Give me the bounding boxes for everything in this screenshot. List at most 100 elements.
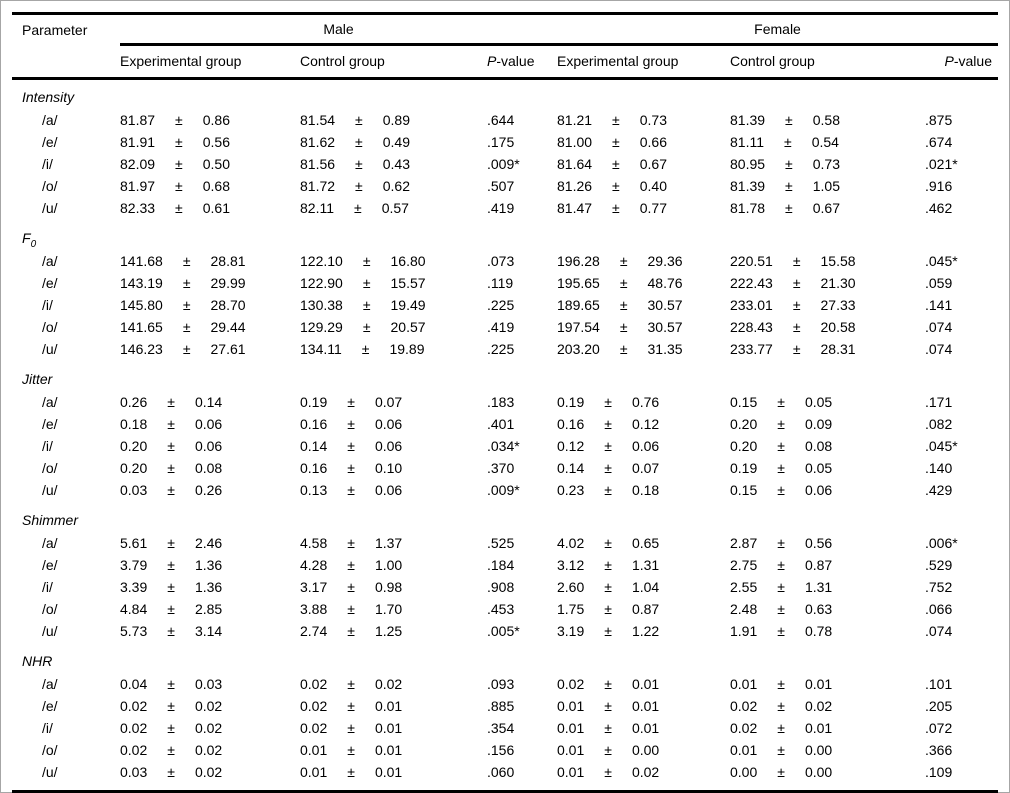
table-row: /e/0.18 ±0.06 0.16 ±0.06 .401 0.16 ±0.12 0.20 ±0… xyxy=(12,413,998,435)
plus-minus-symbol: ± xyxy=(792,253,801,269)
sd-value: 0.01 xyxy=(804,676,833,692)
table-body: Intensity/a/81.87 ±0.86 81.54 ±0.89 .644 81.2… xyxy=(12,85,998,790)
plus-minus-symbol: ± xyxy=(792,319,801,335)
mean-value: 0.02 xyxy=(120,698,148,714)
mean-value: 0.18 xyxy=(120,416,148,432)
plus-minus-symbol: ± xyxy=(604,535,612,551)
female-control-value: 0.15 ±0.05 xyxy=(730,391,925,413)
plus-minus-symbol: ± xyxy=(167,764,175,780)
sd-value: 1.31 xyxy=(631,557,660,573)
male-p-value: .009* xyxy=(487,482,520,498)
table-section: Shimmer/a/5.61 ±2.46 4.58 ±1.37 .525 4.02 ±0.6… xyxy=(12,508,998,642)
table-row: /a/0.26 ±0.14 0.19 ±0.07 .183 0.19 ±0.76 0.15 ±0… xyxy=(12,391,998,413)
male-p-value-header: P-value xyxy=(487,46,557,77)
plus-minus-symbol: ± xyxy=(347,623,355,639)
mean-value: 81.00 xyxy=(557,134,593,150)
section-label: NHR xyxy=(12,649,998,673)
female-p-value: .045* xyxy=(925,438,958,454)
plus-minus-symbol: ± xyxy=(612,200,620,216)
mean-value: 141.68 xyxy=(120,253,163,269)
mean-value: 0.02 xyxy=(300,676,328,692)
mean-value: 0.01 xyxy=(557,742,585,758)
male-p-value: .644 xyxy=(487,112,515,128)
mean-value: 197.54 xyxy=(557,319,600,335)
female-p-value: .074 xyxy=(925,319,953,335)
sd-value: 19.89 xyxy=(389,341,425,357)
sd-value: 0.09 xyxy=(804,416,833,432)
female-experimental-value: 189.65 ±30.57 xyxy=(557,294,730,316)
vowel-label: /e/ xyxy=(42,134,58,150)
plus-minus-symbol: ± xyxy=(361,341,370,357)
plus-minus-symbol: ± xyxy=(167,623,175,639)
female-control-value: 0.19 ±0.05 xyxy=(730,457,925,479)
sd-value: 0.05 xyxy=(804,394,833,410)
sd-value: 0.67 xyxy=(639,156,667,172)
mean-value: 196.28 xyxy=(557,253,600,269)
vowel-label: /i/ xyxy=(42,579,53,595)
male-p-value: .419 xyxy=(487,319,515,335)
mean-value: 0.16 xyxy=(557,416,585,432)
sd-value: 0.01 xyxy=(631,720,660,736)
female-p-value: .021* xyxy=(925,156,958,172)
table-row: /u/5.73 ±3.14 2.74 ±1.25 .005* 3.19 ±1.22 1.91 ±… xyxy=(12,620,998,642)
plus-minus-symbol: ± xyxy=(604,557,612,573)
female-p-value: .074 xyxy=(925,623,953,639)
plus-minus-symbol: ± xyxy=(167,416,175,432)
female-experimental-value: 196.28 ±29.36 xyxy=(557,250,730,272)
vowel-label: /u/ xyxy=(42,623,58,639)
male-experimental-value: 81.91 ±0.56 xyxy=(120,131,300,153)
sd-value: 29.99 xyxy=(210,275,246,291)
mean-value: 0.02 xyxy=(300,698,328,714)
plus-minus-symbol: ± xyxy=(347,579,355,595)
table-row: /a/141.68 ±28.81 122.10 ±16.80 .073 196.28 ±29… xyxy=(12,250,998,272)
plus-minus-symbol: ± xyxy=(362,253,371,269)
mean-value: 0.15 xyxy=(730,394,758,410)
female-experimental-value: 0.23 ±0.18 xyxy=(557,479,730,501)
mean-value: 195.65 xyxy=(557,275,600,291)
mean-value: 1.75 xyxy=(557,601,585,617)
group-header-row: Parameter Male Female xyxy=(12,15,998,46)
male-p-value: .354 xyxy=(487,720,515,736)
table-row: /e/143.19 ±29.99 122.90 ±15.57 .119 195.65 ±48… xyxy=(12,272,998,294)
sd-value: 27.61 xyxy=(210,341,246,357)
female-p-value: .006* xyxy=(925,535,958,551)
plus-minus-symbol: ± xyxy=(777,460,785,476)
male-p-value: .156 xyxy=(487,742,515,758)
female-p-value: .074 xyxy=(925,341,953,357)
female-p-value: .101 xyxy=(925,676,953,692)
sd-value: 15.58 xyxy=(820,253,856,269)
plus-minus-symbol: ± xyxy=(604,460,612,476)
male-experimental-value: 146.23 ±27.61 xyxy=(120,338,300,360)
vowel-label: /e/ xyxy=(42,275,58,291)
plus-minus-symbol: ± xyxy=(167,698,175,714)
sd-value: 0.00 xyxy=(804,764,833,780)
mean-value: 0.00 xyxy=(730,764,758,780)
female-control-value: 0.20 ±0.08 xyxy=(730,435,925,457)
plus-minus-symbol: ± xyxy=(347,676,355,692)
male-experimental-value: 81.97 ±0.68 xyxy=(120,175,300,197)
vowel-label: /o/ xyxy=(42,178,58,194)
subheader-spacer xyxy=(12,46,120,77)
sd-value: 0.01 xyxy=(631,698,660,714)
female-experimental-value: 81.26 ±0.40 xyxy=(557,175,730,197)
plus-minus-symbol: ± xyxy=(792,297,801,313)
female-experimental-value: 0.12 ±0.06 xyxy=(557,435,730,457)
male-control-value: 0.16 ±0.06 xyxy=(300,413,487,435)
sd-value: 0.14 xyxy=(194,394,223,410)
male-control-value: 0.13 ±0.06 xyxy=(300,479,487,501)
male-p-value: .073 xyxy=(487,253,515,269)
sd-value: 0.73 xyxy=(812,156,840,172)
mean-value: 3.12 xyxy=(557,557,585,573)
male-experimental-value: 81.87 ±0.86 xyxy=(120,109,300,131)
vowel-label: /e/ xyxy=(42,698,58,714)
female-control-value: 2.75 ±0.87 xyxy=(730,554,925,576)
vowel-label: /o/ xyxy=(42,601,58,617)
sd-value: 0.89 xyxy=(382,112,410,128)
female-p-value: .752 xyxy=(925,579,953,595)
female-p-value: .674 xyxy=(925,134,953,150)
sd-value: 15.57 xyxy=(390,275,426,291)
table-section: NHR/a/0.04 ±0.03 0.02 ±0.02.093 0.02 ±0.01 0.0… xyxy=(12,649,998,783)
plus-minus-symbol: ± xyxy=(604,720,612,736)
mean-value: 222.43 xyxy=(730,275,773,291)
male-control-value: 81.54 ±0.89 xyxy=(300,109,487,131)
